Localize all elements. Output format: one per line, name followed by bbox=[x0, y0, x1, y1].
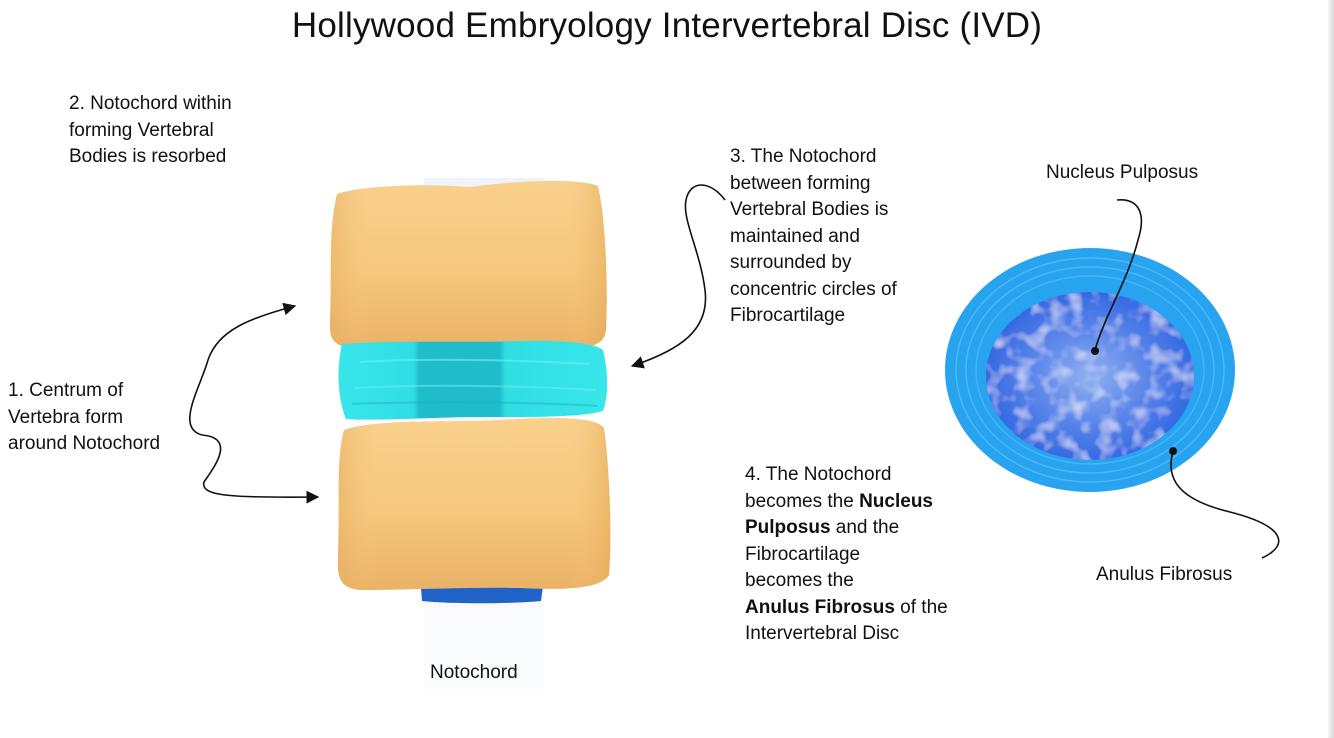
step4-line: 4. The Notochord bbox=[745, 464, 892, 485]
step4-line: Intervertebral Disc bbox=[745, 623, 900, 644]
step4-line: Fibrocartilage bbox=[745, 543, 861, 565]
step4-text: becomes the bbox=[745, 490, 860, 512]
anulus-fibrosus-dot bbox=[1169, 447, 1177, 455]
nucleus-pulposus-core bbox=[986, 292, 1194, 460]
step4-label: 4. The Notochord becomes the Nucleus Pul… bbox=[745, 462, 948, 648]
notochord-label: Notochord bbox=[430, 662, 518, 683]
page-title: Hollywood Embryology Intervertebral Disc… bbox=[291, 6, 1043, 45]
step3-line: Vertebral Bodies is bbox=[730, 199, 889, 220]
step3-line: surrounded by bbox=[730, 252, 852, 273]
lower-vertebral-body bbox=[337, 418, 611, 590]
arrow-to-lower-vertebra bbox=[201, 434, 320, 504]
step3-line: concentric circles of bbox=[730, 278, 897, 300]
step4-text: and the bbox=[830, 517, 900, 538]
step3-line: maintained and bbox=[730, 225, 860, 247]
step2-line: forming Vertebral bbox=[69, 119, 214, 141]
step3-line: 3. The Notochord bbox=[730, 146, 877, 167]
step2-label: 2. Notochord within forming Vertebral Bo… bbox=[69, 91, 232, 171]
nucleus-pulposus-dot bbox=[1091, 347, 1099, 355]
upper-vertebral-body bbox=[329, 180, 607, 350]
step2-line: Bodies is resorbed bbox=[69, 146, 227, 167]
notochord-segment bbox=[421, 586, 543, 604]
step4-line: becomes the Nucleus bbox=[745, 489, 948, 516]
nucleus-pulposus-leader bbox=[1094, 199, 1143, 351]
anulus-fibrosus-label: Anulus Fibrosus bbox=[1096, 564, 1233, 585]
step1-line: around Notochord bbox=[8, 433, 161, 454]
step1-line: 1. Centrum of bbox=[8, 380, 124, 401]
page-edge bbox=[1328, 0, 1334, 738]
anulus-fibrosus-leader bbox=[1170, 450, 1280, 559]
ivd-cross-section bbox=[945, 248, 1235, 492]
step4-bold-text: Nucleus bbox=[859, 490, 933, 512]
intervertebral-disc bbox=[338, 340, 608, 420]
step4-line: Pulposus and the bbox=[745, 515, 948, 542]
step1-line: Vertebra form bbox=[8, 406, 124, 428]
step1-label: 1. Centrum of Vertebra form around Notoc… bbox=[8, 378, 160, 458]
step3-line: Fibrocartilage bbox=[730, 305, 846, 326]
step4-line: Anulus Fibrosus of the bbox=[745, 595, 948, 622]
step3-line: between forming bbox=[730, 172, 871, 194]
step4-bold-text: Anulus Fibrosus bbox=[745, 596, 895, 618]
step4-bold-text: Pulposus bbox=[745, 517, 831, 538]
nucleus-pulposus-label: Nucleus Pulposus bbox=[1046, 162, 1199, 183]
step4-text: of the bbox=[894, 596, 948, 618]
step3-label: 3. The Notochord between forming Vertebr… bbox=[730, 144, 897, 330]
step4-line: becomes the bbox=[745, 570, 854, 591]
step2-line: 2. Notochord within bbox=[69, 93, 232, 114]
arrow-to-upper-vertebra bbox=[189, 302, 297, 436]
arrow-to-disc bbox=[630, 184, 726, 369]
